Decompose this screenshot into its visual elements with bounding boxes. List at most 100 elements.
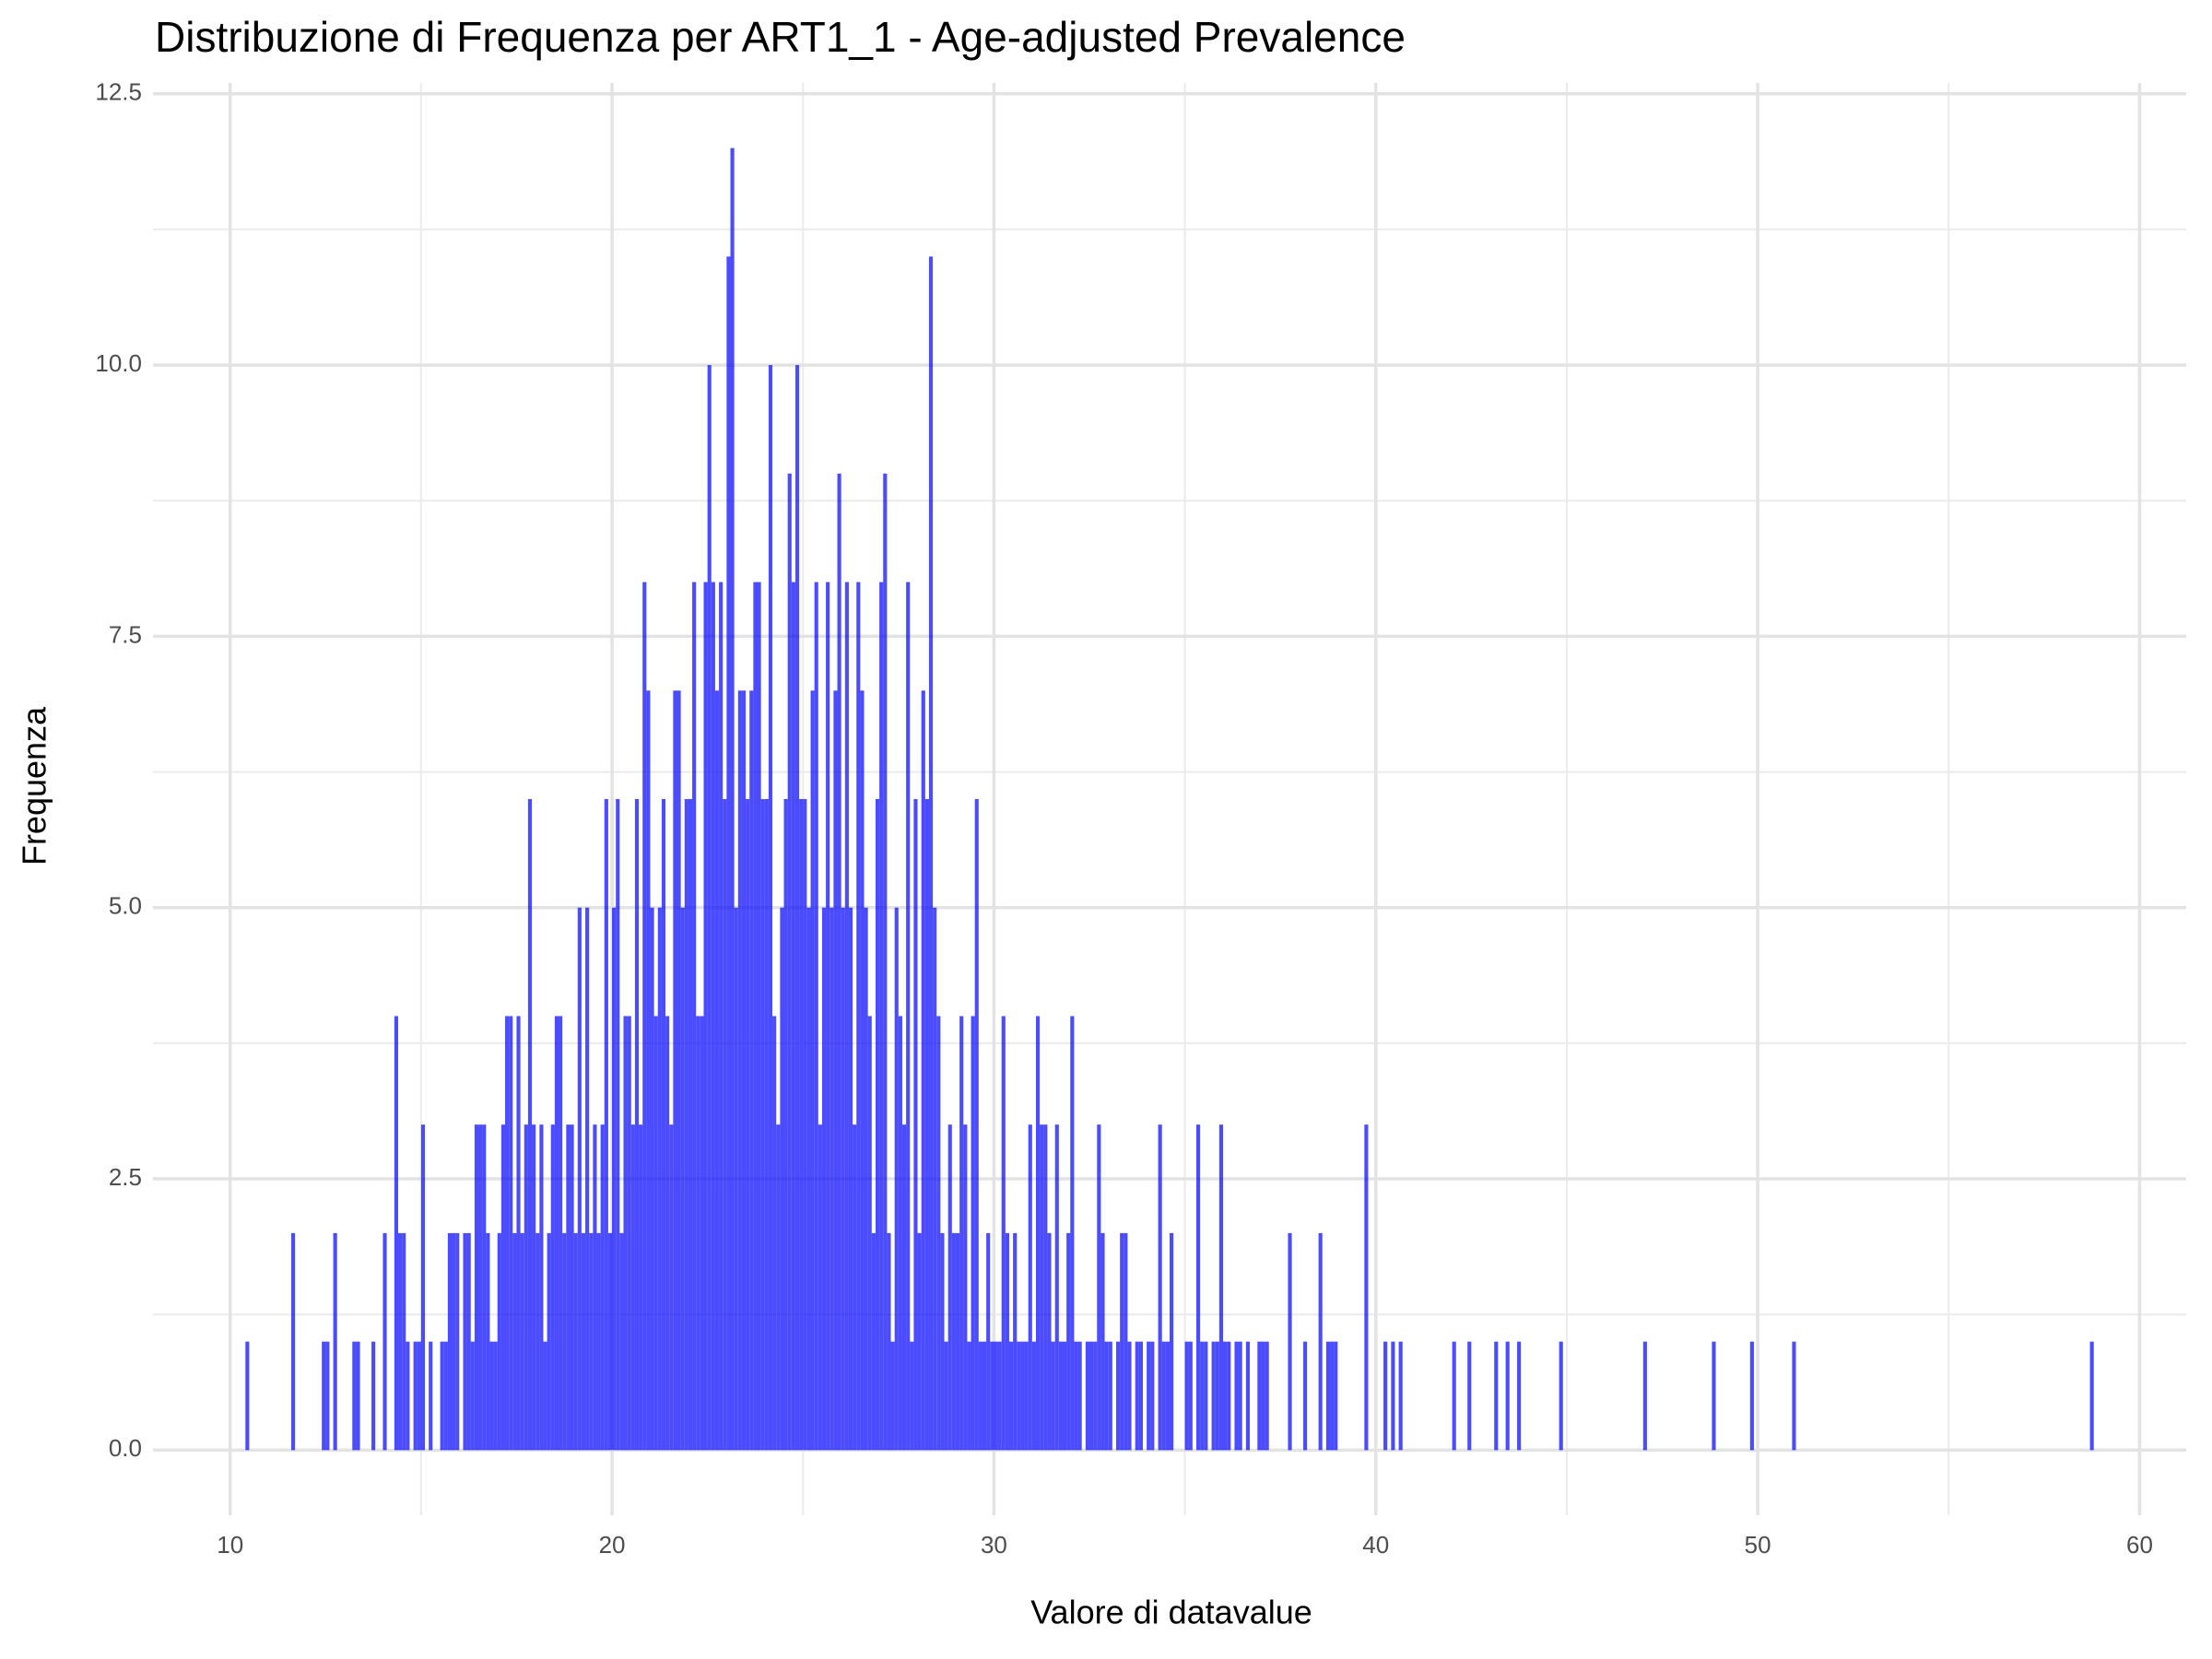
bar bbox=[600, 1124, 605, 1451]
bar bbox=[482, 1124, 487, 1451]
bar bbox=[543, 1341, 547, 1451]
y-tick-label: 12.5 bbox=[95, 78, 142, 106]
bar bbox=[757, 582, 761, 1451]
bar bbox=[856, 582, 861, 1451]
bar bbox=[547, 1232, 551, 1451]
bar bbox=[455, 1232, 460, 1451]
bar bbox=[1031, 1341, 1036, 1451]
bar bbox=[1115, 1341, 1121, 1451]
bar bbox=[1452, 1341, 1456, 1451]
bar bbox=[696, 1016, 700, 1451]
bar bbox=[1120, 1232, 1124, 1451]
bar bbox=[497, 1232, 501, 1451]
bar bbox=[921, 690, 925, 1451]
bar bbox=[1165, 1341, 1170, 1451]
bar bbox=[1712, 1341, 1716, 1451]
bar bbox=[539, 1124, 544, 1451]
bar bbox=[1505, 1341, 1510, 1451]
bar bbox=[982, 1341, 987, 1451]
bar bbox=[627, 1016, 631, 1451]
bar bbox=[333, 1232, 337, 1451]
bar bbox=[1303, 1341, 1308, 1451]
bar bbox=[933, 907, 937, 1451]
bar bbox=[1467, 1341, 1472, 1451]
bar bbox=[630, 1124, 635, 1451]
bar bbox=[1184, 1341, 1189, 1451]
bar bbox=[844, 582, 849, 1451]
bar bbox=[818, 1124, 822, 1451]
bar bbox=[901, 1124, 907, 1451]
bar bbox=[493, 1341, 498, 1451]
bar bbox=[352, 1341, 357, 1451]
bar bbox=[791, 582, 795, 1451]
x-tick-label: 10 bbox=[217, 1531, 243, 1559]
bar bbox=[665, 1016, 670, 1451]
bar bbox=[420, 1124, 426, 1451]
bar bbox=[452, 1232, 456, 1451]
bar bbox=[646, 690, 651, 1451]
bar bbox=[535, 1232, 540, 1451]
bar bbox=[516, 1016, 521, 1451]
bar bbox=[990, 1341, 994, 1451]
bar bbox=[1398, 1341, 1403, 1451]
bar bbox=[520, 1232, 524, 1451]
bar bbox=[500, 1124, 506, 1451]
bar bbox=[830, 907, 834, 1451]
bar bbox=[768, 365, 773, 1451]
bar bbox=[890, 1341, 895, 1451]
bar bbox=[1051, 1341, 1055, 1451]
x-tick-label: 60 bbox=[2126, 1531, 2153, 1559]
bar bbox=[657, 907, 662, 1451]
y-tick-label: 0.0 bbox=[109, 1434, 142, 1462]
x-axis-title: Valore di datavalue bbox=[1030, 1594, 1312, 1631]
x-tick-label: 30 bbox=[981, 1531, 1007, 1559]
bar bbox=[887, 1232, 891, 1451]
bar bbox=[883, 473, 888, 1451]
bar bbox=[290, 1232, 296, 1451]
bars bbox=[245, 147, 2094, 1451]
y-tick-label: 5.0 bbox=[109, 892, 142, 920]
bar bbox=[604, 799, 608, 1451]
bar bbox=[1200, 1341, 1205, 1451]
bar bbox=[559, 1016, 563, 1451]
bar bbox=[677, 690, 681, 1451]
bar bbox=[967, 1341, 971, 1451]
bar bbox=[509, 1016, 513, 1451]
bar bbox=[971, 1016, 975, 1451]
bar bbox=[1642, 1341, 1647, 1451]
bar bbox=[1330, 1341, 1335, 1451]
bar bbox=[1265, 1341, 1269, 1451]
bar bbox=[470, 1341, 475, 1451]
bar bbox=[936, 1016, 941, 1451]
bar bbox=[806, 907, 811, 1451]
bar bbox=[532, 1124, 536, 1451]
bar bbox=[719, 582, 724, 1451]
bar bbox=[478, 1124, 483, 1451]
bar bbox=[848, 907, 853, 1451]
bar bbox=[737, 690, 742, 1451]
y-axis-title: Frequenza bbox=[16, 706, 53, 865]
bar bbox=[963, 1124, 968, 1451]
bar bbox=[505, 1016, 510, 1451]
bar bbox=[585, 907, 590, 1451]
bar bbox=[1093, 1341, 1098, 1451]
bar bbox=[959, 1016, 964, 1451]
bar bbox=[413, 1341, 418, 1451]
bar bbox=[607, 1232, 613, 1451]
bar bbox=[1559, 1341, 1563, 1451]
bar bbox=[924, 799, 929, 1451]
bar bbox=[764, 799, 769, 1451]
bar bbox=[402, 1232, 406, 1451]
bar bbox=[894, 907, 899, 1451]
bar bbox=[398, 1232, 403, 1451]
bar bbox=[1138, 1341, 1143, 1451]
bar bbox=[910, 1341, 914, 1451]
bar bbox=[928, 256, 934, 1451]
bar bbox=[1158, 1124, 1162, 1451]
bar bbox=[906, 582, 911, 1451]
bar bbox=[512, 1232, 517, 1451]
bar bbox=[1028, 1124, 1032, 1451]
bar bbox=[1070, 1016, 1075, 1451]
bar bbox=[867, 1016, 872, 1451]
